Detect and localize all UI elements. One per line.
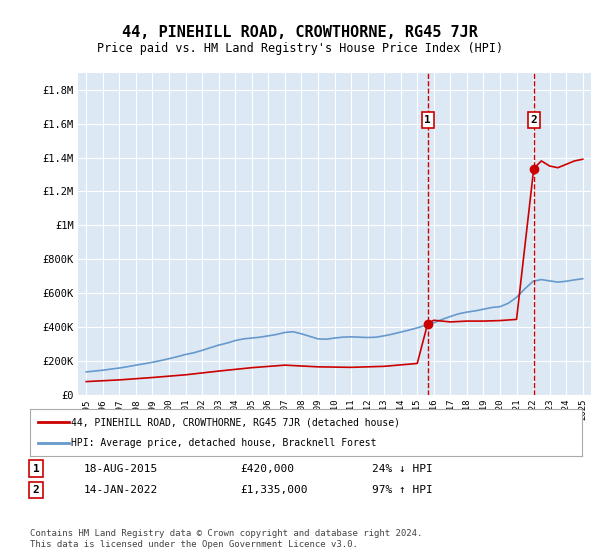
Text: £420,000: £420,000 [240,464,294,474]
Text: 2: 2 [530,115,537,125]
Text: 1: 1 [32,464,40,474]
Text: HPI: Average price, detached house, Bracknell Forest: HPI: Average price, detached house, Brac… [71,438,377,448]
Text: 44, PINEHILL ROAD, CROWTHORNE, RG45 7JR (detached house): 44, PINEHILL ROAD, CROWTHORNE, RG45 7JR … [71,417,400,427]
Text: 2: 2 [32,485,40,495]
Text: 14-JAN-2022: 14-JAN-2022 [84,485,158,495]
Text: 97% ↑ HPI: 97% ↑ HPI [372,485,433,495]
Text: £1,335,000: £1,335,000 [240,485,308,495]
Text: Contains HM Land Registry data © Crown copyright and database right 2024.
This d: Contains HM Land Registry data © Crown c… [30,529,422,549]
Text: 18-AUG-2015: 18-AUG-2015 [84,464,158,474]
Text: Price paid vs. HM Land Registry's House Price Index (HPI): Price paid vs. HM Land Registry's House … [97,42,503,55]
Text: 1: 1 [424,115,431,125]
Text: 24% ↓ HPI: 24% ↓ HPI [372,464,433,474]
Text: 44, PINEHILL ROAD, CROWTHORNE, RG45 7JR: 44, PINEHILL ROAD, CROWTHORNE, RG45 7JR [122,25,478,40]
